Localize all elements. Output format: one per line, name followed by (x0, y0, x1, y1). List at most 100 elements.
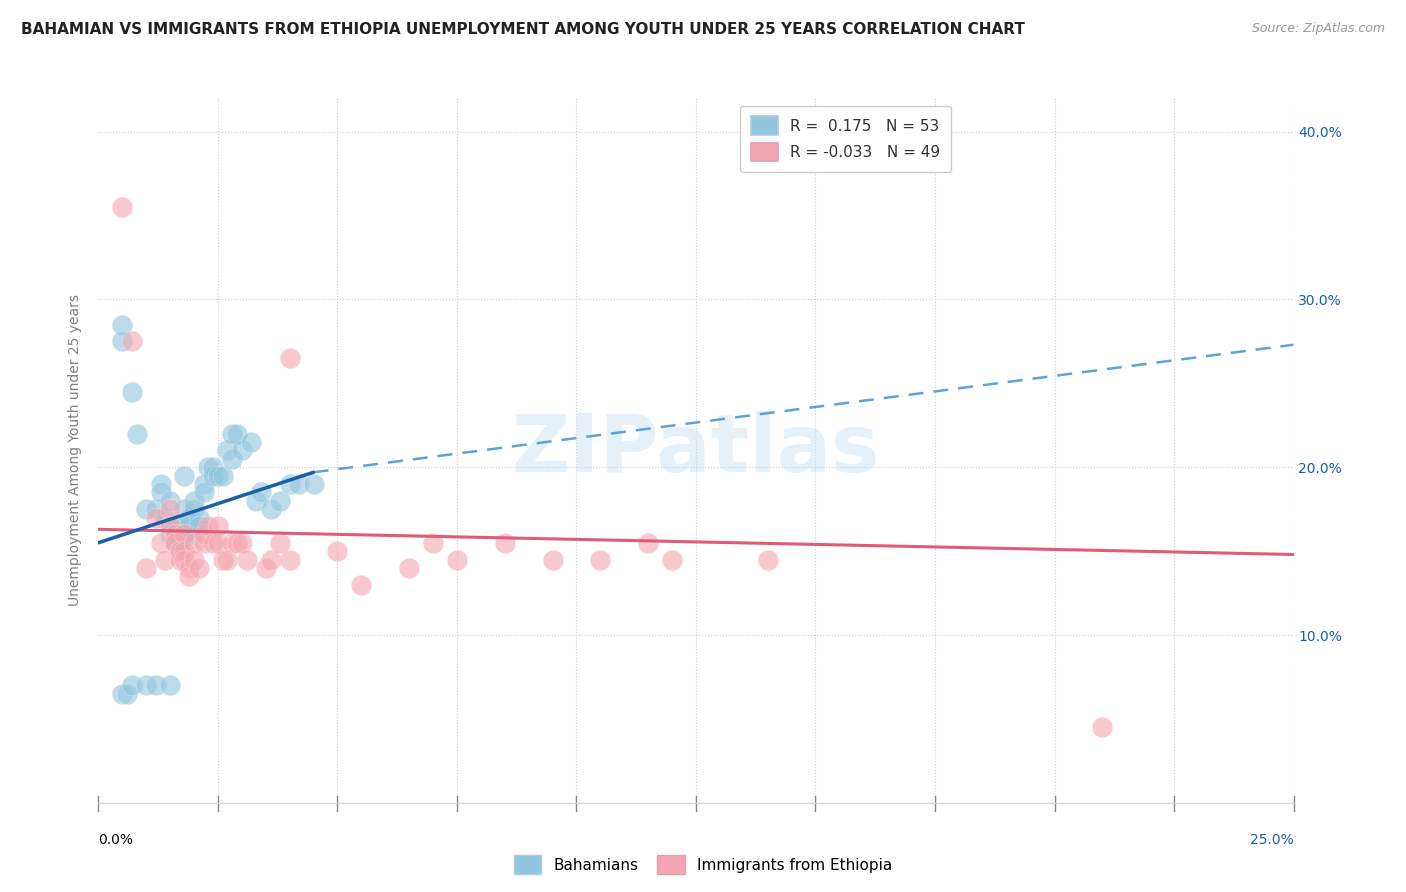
Point (163, 535, 186, 549)
Point (202, 460, 225, 475)
Point (183, 527, 205, 541)
Point (135, 678, 157, 692)
Point (278, 477, 301, 491)
Point (202, 535, 225, 549)
Point (145, 510, 167, 524)
Point (179, 561, 201, 575)
Text: BAHAMIAN VS IMMIGRANTS FROM ETHIOPIA UNEMPLOYMENT AMONG YOUTH UNDER 25 YEARS COR: BAHAMIAN VS IMMIGRANTS FROM ETHIOPIA UNE… (21, 22, 1025, 37)
Point (173, 468, 195, 483)
Point (221, 426, 243, 441)
Point (149, 535, 172, 549)
Point (173, 527, 195, 541)
Point (159, 678, 181, 692)
Point (111, 334, 134, 349)
Point (245, 493, 267, 508)
Point (179, 510, 201, 524)
Point (288, 477, 311, 491)
Text: ZIPatlas: ZIPatlas (512, 411, 880, 490)
Point (145, 678, 167, 692)
Point (269, 535, 291, 549)
Point (159, 493, 181, 508)
Point (121, 678, 143, 692)
Point (187, 561, 209, 575)
Point (159, 502, 181, 516)
Point (111, 200, 134, 214)
Legend: Bahamians, Immigrants from Ethiopia: Bahamians, Immigrants from Ethiopia (508, 849, 898, 880)
Point (173, 502, 195, 516)
Point (207, 468, 229, 483)
Y-axis label: Unemployment Among Youth under 25 years: Unemployment Among Youth under 25 years (69, 294, 83, 607)
Point (259, 552, 281, 566)
Point (231, 535, 253, 549)
Point (197, 519, 219, 533)
Point (169, 535, 191, 549)
Point (183, 502, 205, 516)
Point (221, 535, 243, 549)
Point (259, 502, 281, 516)
Point (446, 552, 468, 566)
Point (221, 451, 243, 466)
Text: 0.0%: 0.0% (98, 833, 134, 847)
Point (173, 527, 195, 541)
Point (226, 426, 249, 441)
Point (350, 577, 373, 591)
Point (193, 477, 215, 491)
Text: Source: ZipAtlas.com: Source: ZipAtlas.com (1251, 22, 1385, 36)
Point (179, 519, 201, 533)
Point (145, 502, 167, 516)
Point (187, 519, 209, 533)
Point (149, 485, 172, 500)
Text: 25.0%: 25.0% (1250, 833, 1294, 847)
Point (637, 535, 659, 549)
Point (756, 552, 779, 566)
Point (226, 535, 249, 549)
Point (541, 552, 564, 566)
Point (207, 535, 229, 549)
Point (278, 351, 301, 366)
Legend: R =  0.175   N = 53, R = -0.033   N = 49: R = 0.175 N = 53, R = -0.033 N = 49 (740, 106, 952, 172)
Point (235, 552, 257, 566)
Point (326, 544, 349, 558)
Point (173, 544, 195, 558)
Point (207, 519, 229, 533)
Point (159, 519, 181, 533)
Point (231, 443, 253, 458)
Point (193, 485, 215, 500)
Point (1091, 720, 1114, 734)
Point (183, 493, 205, 508)
Point (302, 477, 325, 491)
Point (121, 334, 143, 349)
Point (278, 552, 301, 566)
Point (197, 460, 219, 475)
Point (494, 535, 516, 549)
Point (661, 552, 683, 566)
Point (121, 384, 143, 399)
Point (398, 561, 420, 575)
Point (217, 443, 239, 458)
Point (163, 527, 186, 541)
Point (163, 519, 186, 533)
Point (202, 468, 225, 483)
Point (169, 544, 191, 558)
Point (217, 552, 239, 566)
Point (173, 552, 195, 566)
Point (111, 687, 134, 701)
Point (163, 535, 186, 549)
Point (135, 502, 157, 516)
Point (250, 485, 273, 500)
Point (169, 552, 191, 566)
Point (159, 519, 181, 533)
Point (193, 535, 215, 549)
Point (254, 561, 277, 575)
Point (155, 552, 177, 566)
Point (240, 435, 263, 450)
Point (149, 477, 172, 491)
Point (183, 552, 205, 566)
Point (111, 318, 134, 332)
Point (193, 527, 215, 541)
Point (179, 569, 201, 583)
Point (125, 426, 148, 441)
Point (173, 519, 195, 533)
Point (155, 510, 177, 524)
Point (269, 493, 291, 508)
